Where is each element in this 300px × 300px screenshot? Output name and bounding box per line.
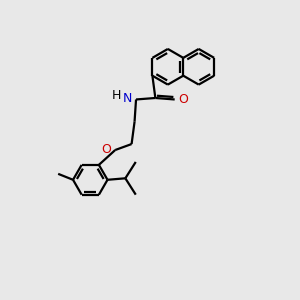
Text: O: O (101, 143, 111, 156)
Text: H: H (112, 89, 121, 102)
Text: N: N (123, 92, 133, 105)
Text: O: O (178, 93, 188, 106)
